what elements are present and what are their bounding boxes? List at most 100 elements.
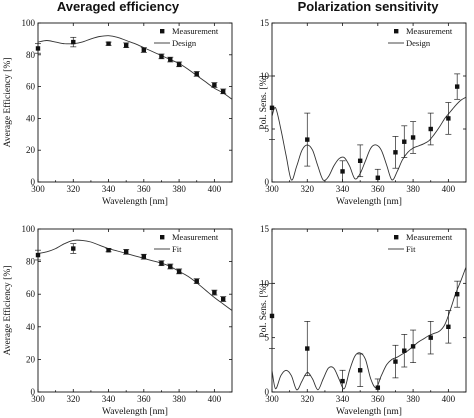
- panel-polsens-design: 300 320 340 360 380 400 0 5 10 15 Wavelength [nm] P…: [259, 18, 467, 207]
- y-axis-label: Average Efficiency [%]: [2, 266, 13, 356]
- measurement-point: [220, 89, 226, 94]
- measurement-point: [106, 41, 111, 46]
- measurement-point: [194, 278, 199, 284]
- y-tick-label: 15: [260, 224, 270, 234]
- measurement-point: [357, 368, 363, 373]
- x-tick-label: 380: [406, 394, 420, 404]
- y-tick-label: 40: [26, 322, 36, 332]
- measurement-point: [454, 292, 460, 297]
- x-tick-label: 320: [67, 394, 81, 404]
- x-tick-label: 340: [336, 394, 350, 404]
- legend-model: Fit: [406, 244, 416, 254]
- measurement-point: [446, 324, 451, 329]
- measurement-point: [176, 62, 182, 67]
- x-tick-label: 380: [172, 394, 186, 404]
- y-tick-label: 10: [260, 71, 270, 81]
- measurement-point: [446, 116, 451, 121]
- x-tick-label: 400: [442, 394, 456, 404]
- x-axis-label: Wavelength [nm]: [336, 197, 402, 207]
- x-tick-label: 360: [371, 184, 385, 194]
- plot-frame: [37, 228, 233, 393]
- y-tick-label: 5: [265, 124, 270, 134]
- x-tick-label: 380: [406, 184, 420, 194]
- measurement-point: [393, 150, 398, 155]
- y-tick-label: 60: [26, 82, 36, 92]
- y-tick-label: 40: [26, 113, 36, 123]
- y-axis-label: Average Efficiency [%]: [2, 58, 13, 148]
- x-tick-label: 360: [137, 184, 151, 194]
- y-tick-label: 10: [260, 278, 270, 288]
- measurement-point: [220, 296, 226, 302]
- plot-frame: [271, 22, 467, 183]
- measurement-point: [375, 175, 381, 180]
- x-axis-label: Wavelength [nm]: [102, 197, 168, 207]
- legend-marker: [394, 29, 399, 34]
- measurement-point: [194, 71, 199, 77]
- measurement-point: [35, 252, 41, 258]
- measurement-point: [428, 126, 433, 132]
- measurement-point: [123, 43, 129, 48]
- model-curve: [272, 96, 466, 181]
- x-tick-label: 340: [102, 394, 116, 404]
- model-curve: [38, 239, 232, 311]
- x-tick-label: 320: [301, 394, 315, 404]
- measurement-point: [168, 57, 173, 62]
- y-tick-label: 0: [31, 387, 36, 397]
- legend-marker: [160, 235, 165, 240]
- measurement-point: [340, 169, 345, 174]
- measurement-point: [340, 378, 345, 384]
- measurement-point: [35, 46, 41, 51]
- y-axis-label: Pol. Sens. [%]: [259, 283, 269, 337]
- measurement-point: [305, 137, 310, 142]
- y-tick-label: 60: [26, 289, 36, 299]
- measurement-point: [393, 359, 398, 364]
- model-curve: [272, 266, 466, 391]
- legend-measurement: Measurement: [406, 26, 453, 36]
- y-tick-label: 80: [26, 257, 36, 267]
- legend-marker: [160, 29, 165, 34]
- measurement-point: [212, 290, 217, 295]
- y-tick-label: 0: [265, 177, 270, 187]
- y-axis-label: Pol. Sens. [%]: [259, 75, 269, 129]
- y-tick-label: 0: [265, 387, 270, 397]
- plot-frame: [37, 22, 233, 183]
- y-tick-label: 20: [26, 145, 36, 155]
- title-averaged-efficiency: Averaged efficiency: [57, 0, 180, 14]
- measurement-point: [176, 269, 182, 274]
- measurement-point: [123, 249, 129, 255]
- x-tick-label: 300: [265, 184, 279, 194]
- legend-measurement: Measurement: [172, 232, 219, 242]
- y-tick-label: 0: [31, 177, 36, 187]
- legend-marker: [394, 235, 399, 240]
- measurement-point: [357, 158, 363, 163]
- model-curve: [38, 35, 232, 100]
- x-tick-label: 300: [31, 184, 45, 194]
- x-tick-label: 400: [442, 184, 456, 194]
- measurement-point: [269, 105, 275, 110]
- measurement-point: [305, 346, 310, 351]
- panel-efficiency-design: 300 320 340 360 380 400 0 20 40 60 80 100 Wavelength…: [2, 18, 233, 207]
- measurement-point: [454, 84, 460, 89]
- y-tick-label: 20: [26, 354, 36, 364]
- measurement-point: [71, 246, 76, 251]
- legend-model: Design: [406, 38, 431, 48]
- measurement-point: [212, 82, 217, 88]
- legend-model: Design: [172, 38, 197, 48]
- x-tick-label: 380: [172, 184, 186, 194]
- measurement-point: [141, 47, 147, 53]
- measurement-point: [141, 254, 147, 259]
- measurement-point: [269, 313, 275, 319]
- x-tick-label: 400: [208, 394, 222, 404]
- x-tick-label: 400: [208, 184, 222, 194]
- y-tick-label: 15: [260, 18, 270, 28]
- legend-measurement: Measurement: [406, 232, 453, 242]
- measurement-point: [106, 247, 111, 253]
- x-axis-label: Wavelength [nm]: [102, 407, 168, 417]
- x-tick-label: 360: [137, 394, 151, 404]
- measurement-point: [428, 335, 433, 340]
- legend-measurement: Measurement: [172, 26, 219, 36]
- x-tick-label: 320: [67, 184, 81, 194]
- x-tick-label: 300: [31, 394, 45, 404]
- legend-model: Fit: [172, 244, 182, 254]
